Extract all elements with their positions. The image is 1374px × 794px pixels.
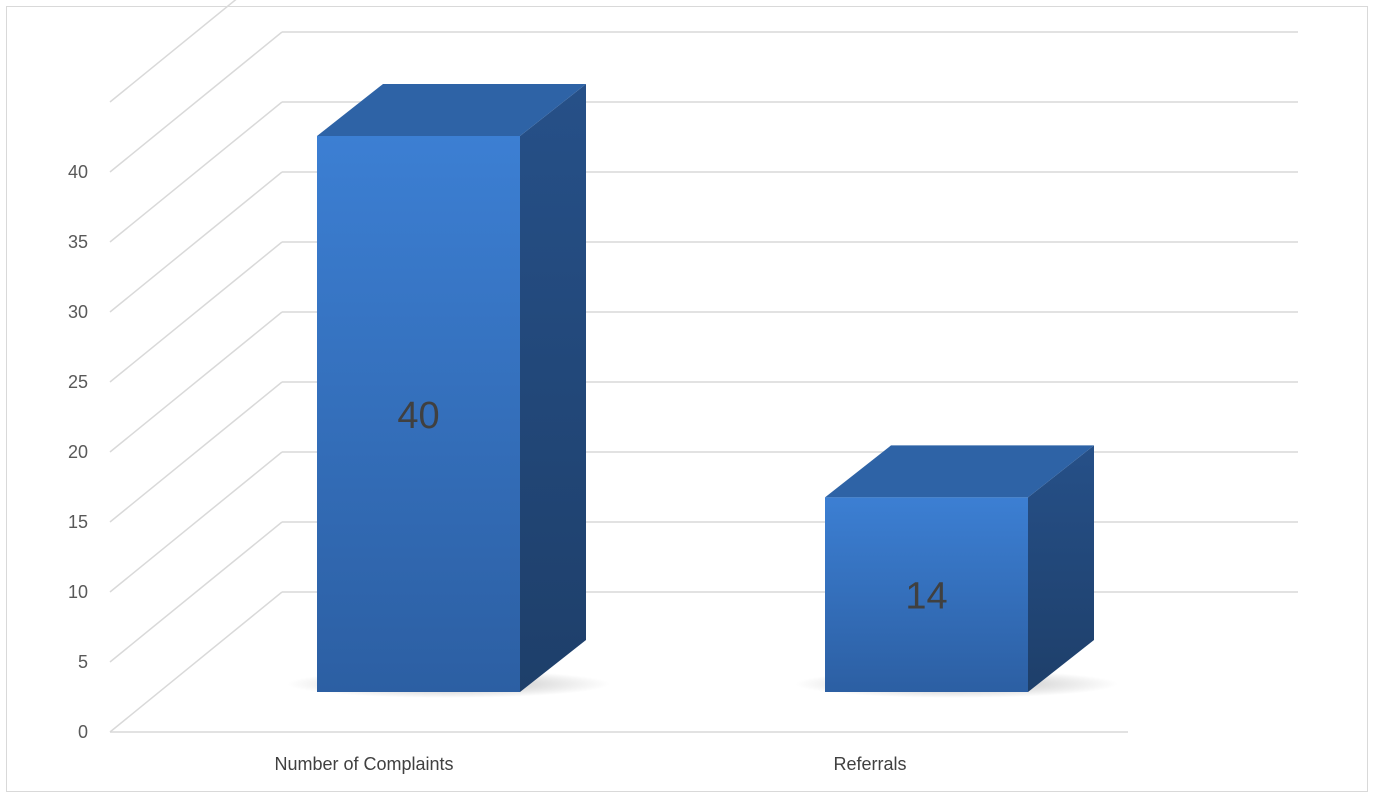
bar-2 xyxy=(795,445,1118,698)
bars xyxy=(287,84,1118,698)
bar-front-face xyxy=(317,136,520,692)
gridline-side xyxy=(109,591,283,733)
x-category-label: Number of Complaints xyxy=(274,754,453,774)
gridline-side xyxy=(109,451,283,593)
gridline-side xyxy=(109,381,283,523)
y-tick-label: 20 xyxy=(68,442,88,462)
bar-top-face xyxy=(825,445,1094,498)
gridline-side xyxy=(109,0,237,103)
x-category-label: Referrals xyxy=(833,754,906,774)
gridline-side xyxy=(109,31,283,173)
labels: 40 Number of Complaints 14 Referrals xyxy=(274,395,947,774)
bar-top-face xyxy=(317,84,586,136)
bar-side-face xyxy=(1028,445,1094,692)
y-tick-label: 35 xyxy=(68,232,88,252)
gridline-side xyxy=(109,311,283,453)
bar-1 xyxy=(287,84,610,698)
y-tick-label: 5 xyxy=(78,652,88,672)
gridline-side xyxy=(109,171,283,313)
y-tick-label: 15 xyxy=(68,512,88,532)
y-tick-label: 0 xyxy=(78,722,88,742)
gridlines xyxy=(109,0,1298,733)
y-tick-label: 40 xyxy=(68,162,88,182)
gridline-side xyxy=(109,241,283,383)
bar-data-label: 14 xyxy=(905,576,947,618)
bar-data-label: 40 xyxy=(397,395,439,437)
gridline-side xyxy=(109,101,283,243)
y-tick-label: 25 xyxy=(68,372,88,392)
bar-side-face xyxy=(520,84,586,692)
bar-front-face xyxy=(825,497,1028,692)
gridline-side xyxy=(109,521,283,663)
y-tick-label: 30 xyxy=(68,302,88,322)
y-tick-label: 10 xyxy=(68,582,88,602)
y-axis: 0 5 10 15 20 25 30 35 40 xyxy=(68,162,88,742)
chart-frame xyxy=(6,6,1368,792)
